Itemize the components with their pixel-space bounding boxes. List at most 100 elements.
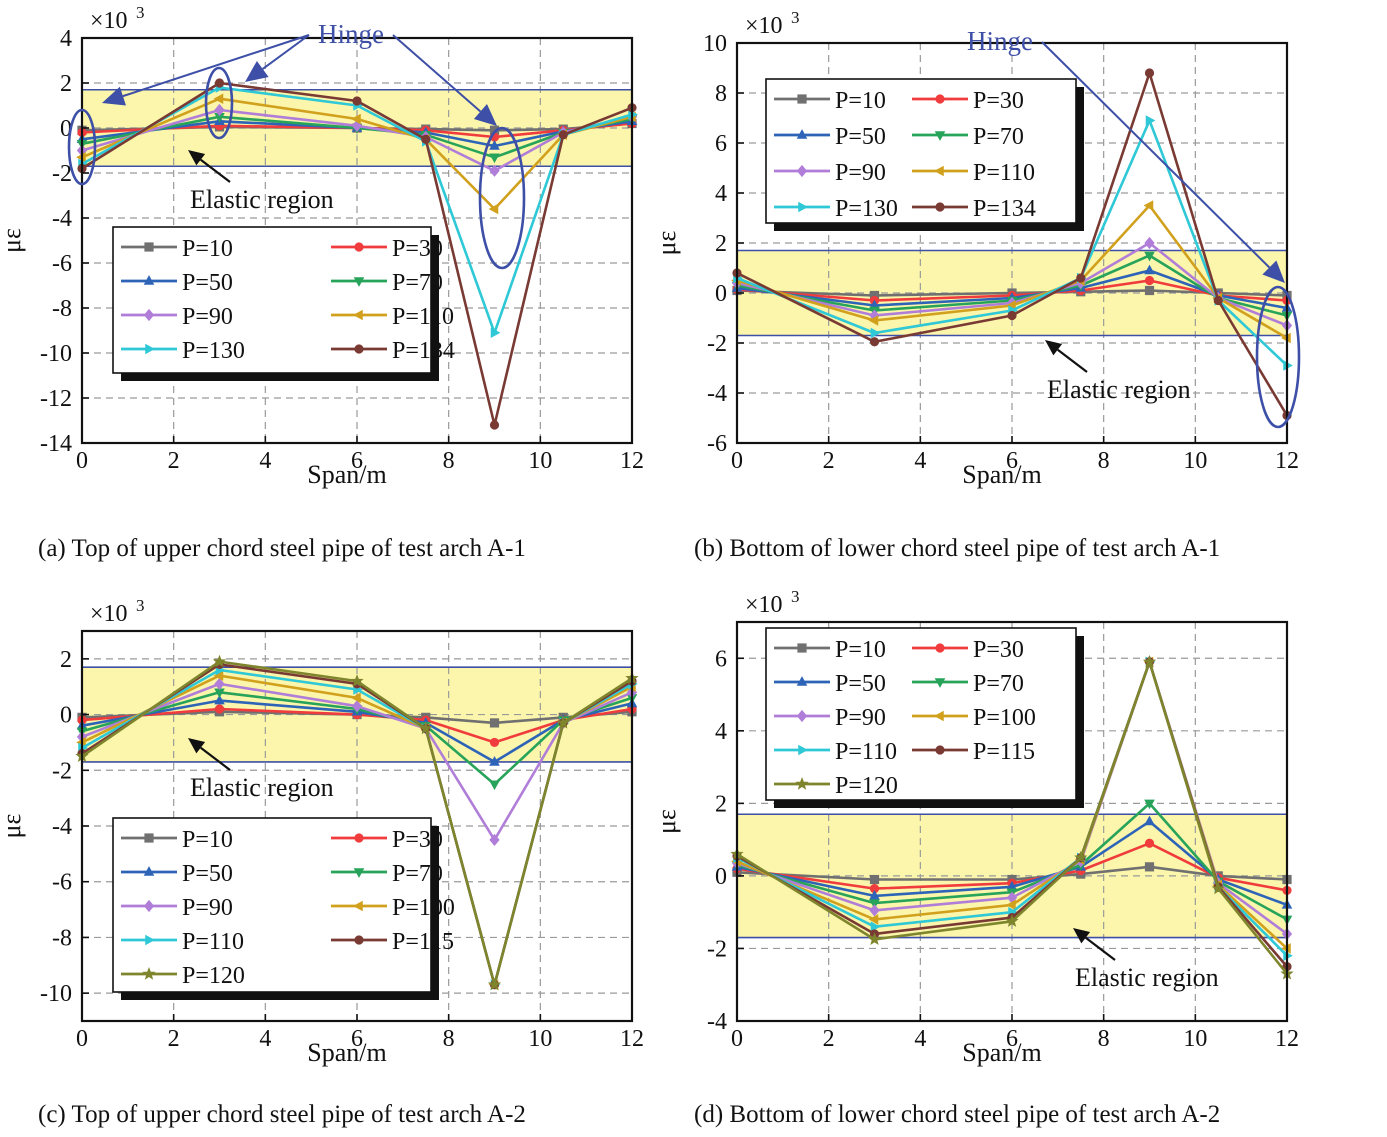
- data-point-P=120: [556, 715, 570, 729]
- x-tick-label: 12: [1275, 448, 1299, 474]
- data-point-P=120: [212, 654, 227, 668]
- y-tick-label: -2: [707, 331, 727, 357]
- y-tick-label: 4: [60, 26, 72, 52]
- elastic-arrow-shaft: [200, 158, 231, 183]
- data-point-P=50: [214, 694, 225, 705]
- legend-marker-P=110: [934, 165, 944, 177]
- x-tick-label: 0: [731, 1026, 743, 1052]
- data-point-P=90: [489, 833, 500, 847]
- x-tick-label: 12: [620, 448, 644, 474]
- y-axis-label: με: [0, 228, 26, 253]
- x-tick-label: 0: [731, 448, 743, 474]
- x-tick-label: 12: [1275, 1026, 1299, 1052]
- caption-c: (c) Top of upper chord steel pipe of tes…: [38, 1101, 526, 1128]
- elastic-arrow-head: [188, 738, 206, 754]
- legend-label-P=134: P=134: [973, 196, 1036, 222]
- hinge-arrow-0-shaft: [1041, 41, 1271, 269]
- data-point-P=120: [1142, 654, 1157, 668]
- y-tick-label: -4: [707, 1009, 727, 1035]
- y-tick-label: 6: [715, 131, 727, 157]
- legend-label-P=110: P=110: [835, 739, 897, 765]
- y-tick-label: 2: [60, 647, 72, 673]
- legend-marker-P=70: [934, 678, 946, 688]
- x-tick-label: 4: [259, 1026, 271, 1052]
- legend-marker-P=110: [798, 744, 808, 756]
- x-tick-label: 6: [1006, 1026, 1018, 1052]
- y-tick-label: 0: [715, 864, 727, 890]
- legend-label-P=110: P=110: [973, 160, 1035, 186]
- data-point-P=120: [1074, 850, 1088, 864]
- elastic-region-label: Elastic region: [190, 185, 334, 214]
- data-point-P=50: [489, 140, 500, 150]
- data-point-P=50: [489, 756, 500, 766]
- data-point-P=10: [869, 874, 880, 885]
- legend-marker-P=50: [143, 866, 155, 876]
- x-tick-label: 8: [443, 448, 455, 474]
- y-tick-label: -2: [52, 758, 72, 784]
- data-point-P=30: [1144, 838, 1155, 848]
- legend-marker-P=134: [354, 344, 364, 354]
- hinge-label: Hinge: [967, 26, 1033, 56]
- elastic-arrow-shaft: [1085, 936, 1116, 961]
- data-point-P=30: [489, 737, 500, 748]
- legend-label-P=70: P=70: [973, 124, 1024, 150]
- chart-panel-a: 0 2 4 6 8 10 12-14-12-10-8-6-4-2024Span/mμε×10…: [0, 3, 644, 489]
- legend-label-P=134: P=134: [392, 338, 455, 364]
- data-point-P=120: [867, 932, 882, 945]
- y-tick-label: -10: [40, 341, 72, 367]
- y-tick-label: -6: [52, 251, 72, 277]
- y-tick-label: -2: [707, 936, 727, 962]
- hinge-arrow-1-shaft: [262, 34, 310, 70]
- elastic-arrow-shaft: [200, 746, 231, 771]
- data-point-P=120: [1211, 881, 1225, 895]
- legend-marker-P=100: [934, 710, 944, 722]
- legend-marker-P=120: [795, 776, 809, 790]
- y-tick-label: -4: [52, 206, 72, 232]
- hinge-ellipse: [478, 126, 526, 270]
- legend-marker-P=134: [935, 202, 945, 212]
- legend-marker-P=115: [354, 935, 364, 945]
- data-point-P=10: [1144, 285, 1155, 296]
- data-point-P=134: [489, 420, 500, 430]
- legend-marker-P=50: [143, 275, 155, 285]
- data-point-P=50: [1144, 264, 1155, 275]
- y-exponent-power: 3: [791, 587, 800, 606]
- data-point-P=70: [489, 153, 500, 164]
- data-point-P=120: [419, 721, 433, 735]
- hinge-ellipse: [204, 66, 234, 140]
- legend-label-P=50: P=50: [835, 671, 886, 697]
- x-axis-label: Span/m: [962, 460, 1041, 489]
- data-point-P=110: [488, 203, 499, 215]
- legend-label-P=115: P=115: [392, 929, 454, 955]
- x-tick-label: 8: [1098, 1026, 1110, 1052]
- legend-label-P=90: P=90: [835, 160, 886, 186]
- hinge-ellipse: [67, 108, 97, 186]
- legend-marker-P=70: [353, 868, 365, 878]
- data-point-P=110: [351, 113, 361, 125]
- data-point-P=110: [868, 315, 879, 326]
- legend-label-P=70: P=70: [392, 270, 443, 296]
- y-tick-label: 6: [715, 646, 727, 672]
- elastic-arrow-shaft: [1057, 348, 1088, 373]
- legend-label-P=30: P=30: [973, 637, 1024, 663]
- legend-marker-P=110: [145, 934, 155, 946]
- legend-label-P=10: P=10: [835, 88, 886, 114]
- y-tick-label: -4: [52, 814, 72, 840]
- y-tick-label: 0: [715, 281, 727, 307]
- data-point-P=30: [1144, 275, 1155, 286]
- data-point-P=90: [214, 103, 225, 117]
- legend-marker-P=10: [797, 643, 807, 653]
- y-exponent-power: 3: [791, 8, 800, 27]
- legend-label-P=30: P=30: [973, 88, 1024, 114]
- y-tick-label: -6: [52, 870, 72, 896]
- data-point-P=90: [214, 677, 225, 691]
- hinge-arrow-1-head: [245, 60, 269, 82]
- hinge-label: Hinge: [318, 19, 384, 49]
- chart-panel-b: 0 2 4 6 8 10 12 -6 -4 -2 0 2 4 6 8 10 Span/m με ×10 3 P=10 P=…: [652, 8, 1301, 489]
- x-axis-label: Span/m: [307, 460, 386, 489]
- y-tick-label: 4: [715, 181, 727, 207]
- y-axis-label: με: [0, 813, 26, 838]
- hinge-arrow-0-head: [102, 86, 126, 106]
- x-tick-label: 10: [528, 448, 552, 474]
- data-point-P=100: [351, 692, 361, 704]
